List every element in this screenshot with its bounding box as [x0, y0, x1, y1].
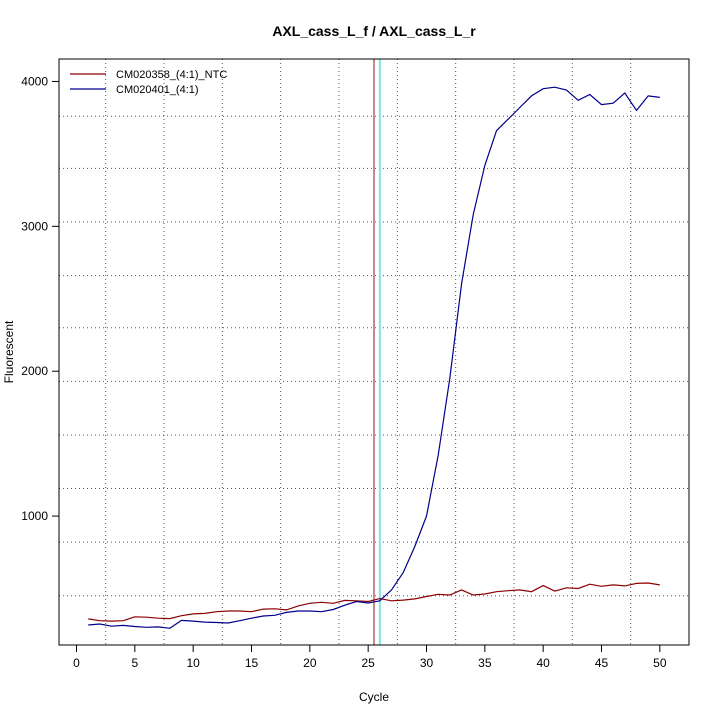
chart-title: AXL_cass_L_f / AXL_cass_L_r — [272, 23, 476, 39]
legend-label: CM020401_(4:1) — [116, 84, 199, 96]
x-tick-label: 35 — [478, 656, 492, 670]
series-lines — [88, 86, 660, 629]
y-tick-label: 1000 — [21, 509, 48, 523]
series-line — [88, 582, 660, 622]
y-tick-label: 4000 — [21, 74, 48, 88]
series-line — [88, 86, 660, 629]
x-tick-label: 45 — [595, 656, 609, 670]
x-tick-label: 40 — [536, 656, 550, 670]
x-tick-label: 30 — [420, 656, 434, 670]
legend-label: CM020358_(4:1)_NTC — [116, 69, 227, 81]
y-axis: 1000 2000 3000 4000 — [21, 74, 59, 523]
x-tick-label: 50 — [653, 656, 667, 670]
y-axis-label: Fluorescent — [2, 320, 16, 383]
x-tick-label: 15 — [245, 656, 259, 670]
legend: CM020358_(4:1)_NTC CM020401_(4:1) — [70, 69, 227, 96]
x-tick-label: 20 — [303, 656, 317, 670]
x-tick-label: 5 — [131, 656, 138, 670]
x-axis-label: Cycle — [359, 690, 389, 704]
x-tick-label: 10 — [186, 656, 200, 670]
x-tick-label: 25 — [361, 656, 375, 670]
x-axis: 0 5 10 15 20 25 30 35 40 45 50 — [73, 644, 667, 670]
y-tick-label: 3000 — [21, 219, 48, 233]
threshold-lines — [373, 59, 381, 645]
y-tick-label: 2000 — [21, 364, 48, 378]
grid-lines — [59, 59, 689, 645]
x-tick-label: 0 — [73, 656, 80, 670]
